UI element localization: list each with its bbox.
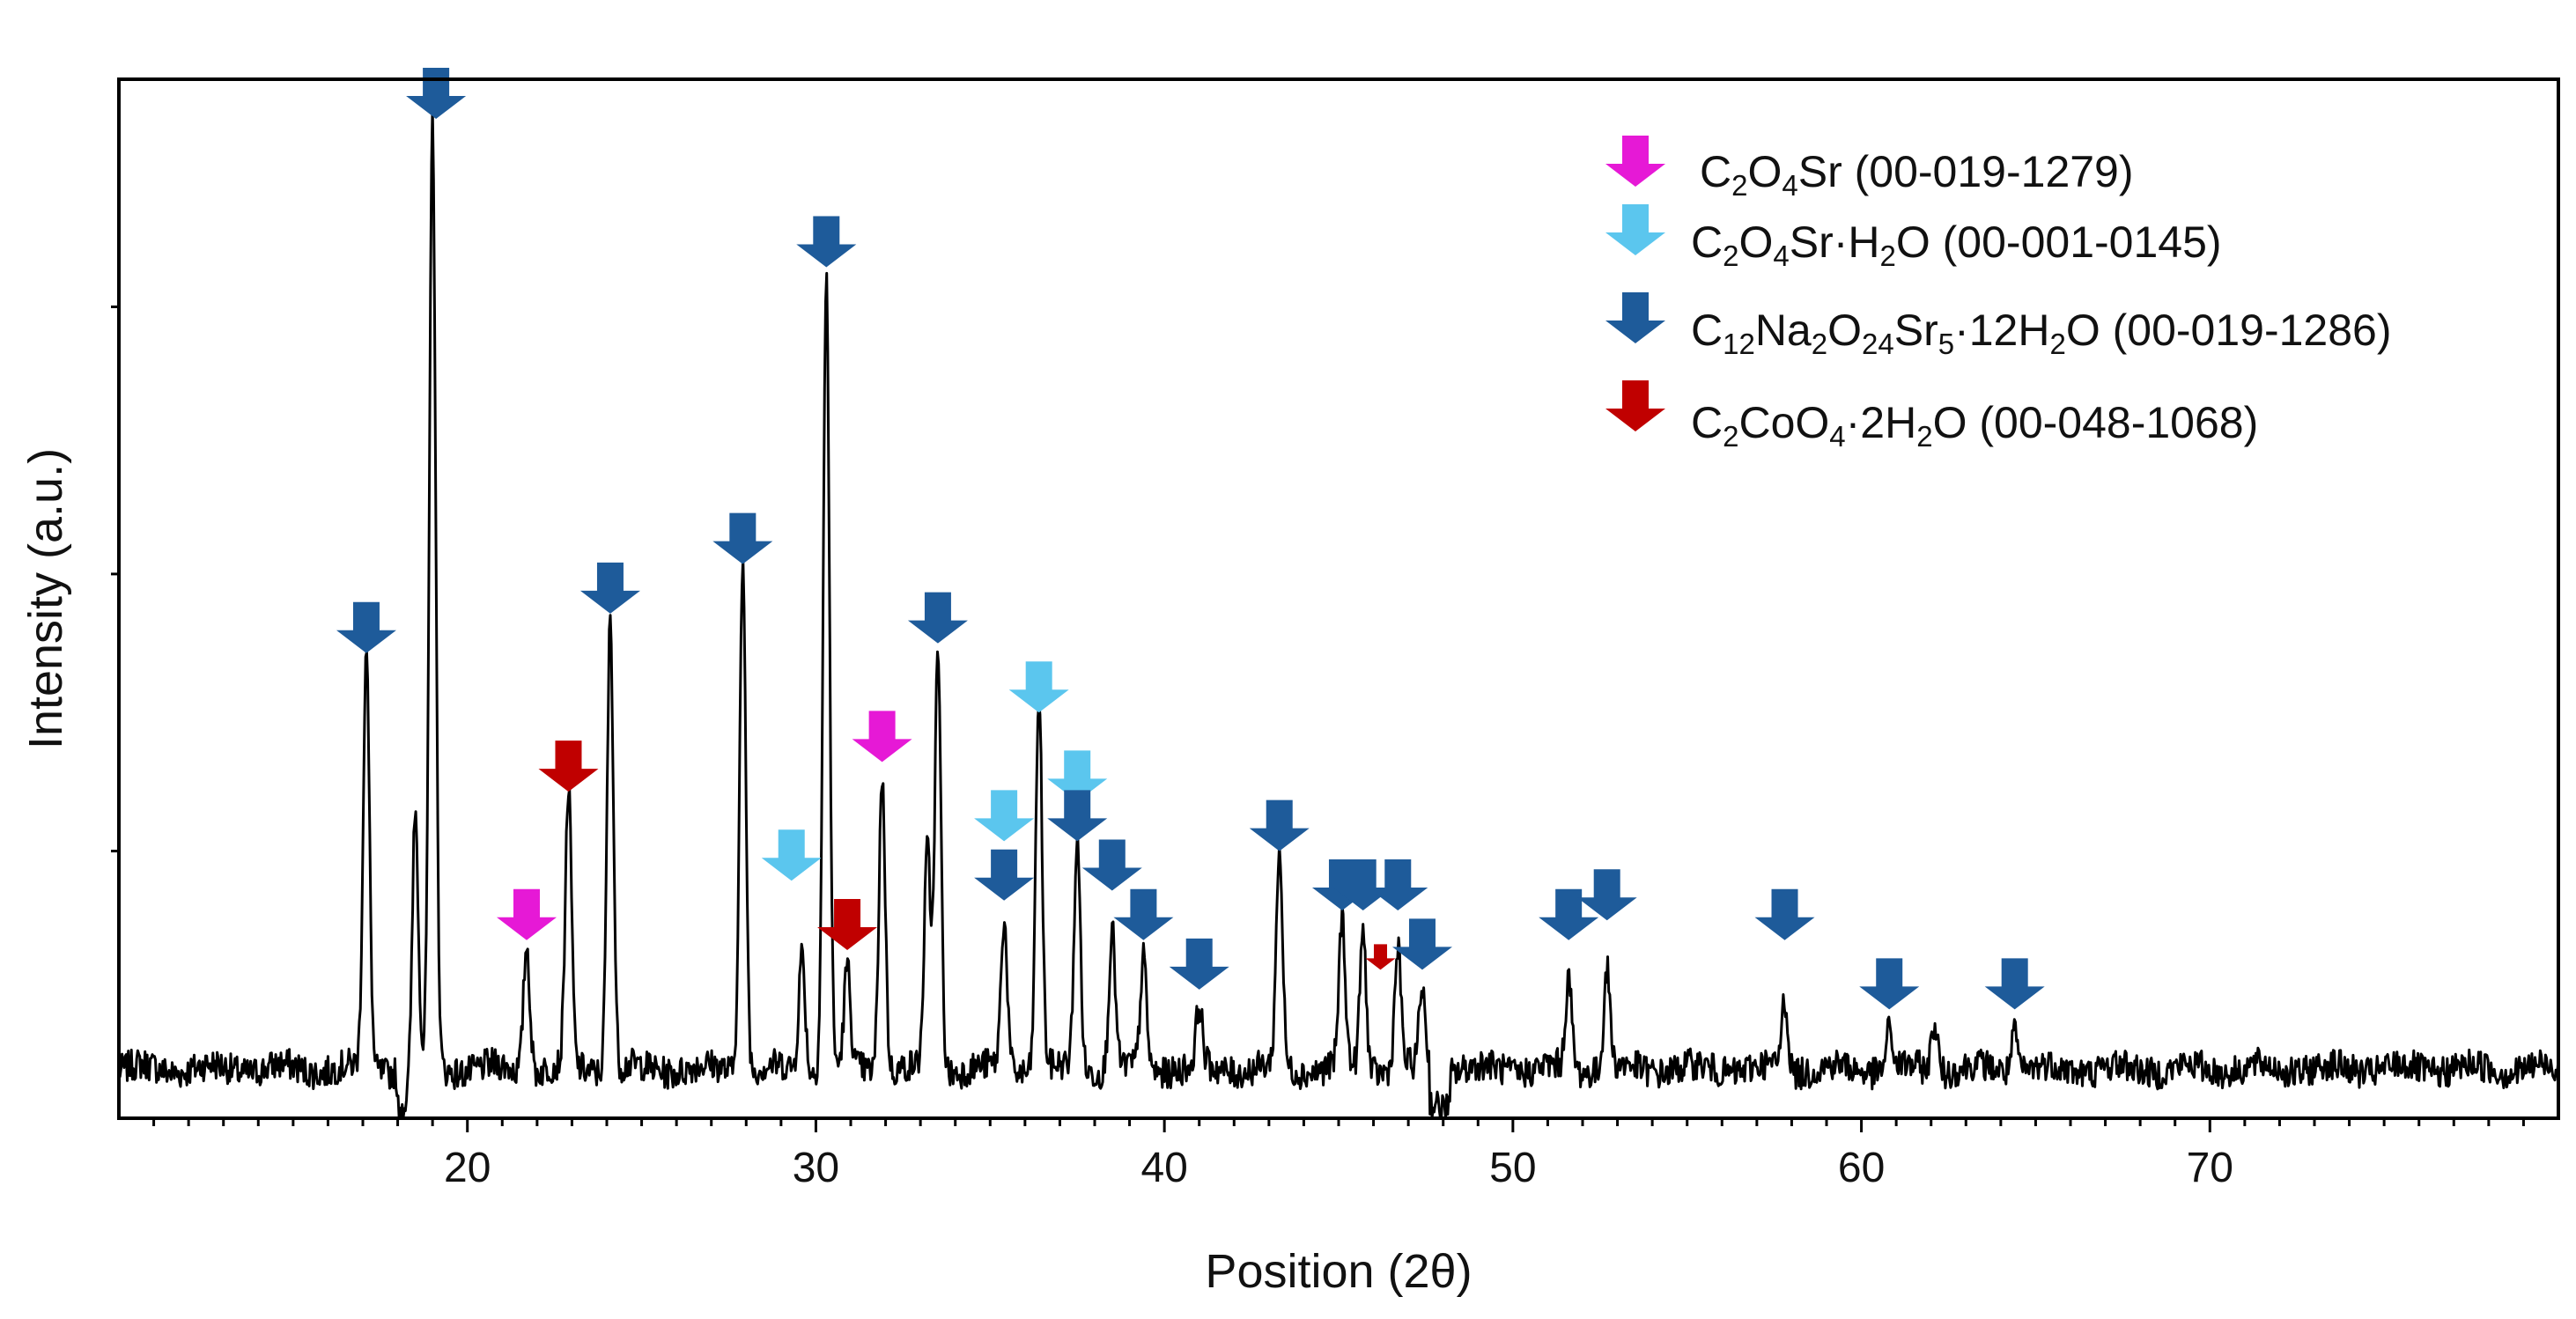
peak-marker: [1332, 859, 1393, 910]
peak-marker: [1008, 661, 1069, 713]
legend-entry-c2o4sr: C2O4Sr (00-019-1279): [1700, 147, 2134, 202]
peak-marker: [406, 67, 467, 119]
peak-marker: [579, 562, 640, 614]
x-tick-label: 50: [1489, 1145, 1536, 1191]
x-tick-label: 70: [2187, 1145, 2233, 1191]
peak-marker: [1576, 869, 1637, 921]
peak-marker: [1047, 750, 1108, 802]
peak-marker: [336, 601, 396, 653]
legend-markers: [1605, 136, 1665, 431]
peak-marker: [1081, 839, 1142, 891]
peak-marker: [1391, 918, 1452, 970]
peak-marker: [538, 741, 599, 792]
x-tick-labels: 20 30 40 50 60 70: [444, 1145, 2233, 1191]
x-tick-label: 60: [1838, 1145, 1885, 1191]
xrd-pattern-line: [117, 106, 2560, 1120]
peak-marker: [712, 512, 773, 564]
legend-arrow: [1605, 292, 1665, 343]
peak-marker: [1365, 944, 1396, 970]
peak-marker: [907, 592, 968, 644]
plot-frame: [117, 77, 2560, 1120]
x-axis-label: Position (2θ): [1205, 1245, 1472, 1298]
peak-marker: [1169, 938, 1229, 990]
peak-marker: [974, 790, 1035, 842]
legend-arrow: [1605, 136, 1665, 187]
legend-entry-c12na2o24sr5: C12Na2O24Sr5·12H2O (00-019-1286): [1691, 306, 2392, 360]
legend-arrow: [1605, 380, 1665, 431]
peak-marker: [852, 711, 912, 763]
peak-marker: [1754, 888, 1815, 940]
peak-marker: [496, 888, 557, 940]
legend-code: (00-019-1279): [1854, 147, 2134, 196]
peak-marker: [1113, 888, 1174, 940]
x-tick-label: 30: [793, 1145, 839, 1191]
legend-arrow: [1605, 204, 1665, 255]
peak-marker: [761, 829, 822, 881]
peak-marker: [1047, 790, 1108, 842]
legend-code: (00-001-0145): [1942, 217, 2222, 267]
peak-marker: [1859, 958, 1920, 1010]
x-tick-label: 20: [444, 1145, 491, 1191]
peak-marker: [1368, 859, 1428, 910]
legend-entry-c2coo4: C2CoO4·2H2O (00-048-1068): [1691, 398, 2259, 453]
peak-marker: [1539, 888, 1599, 940]
peak-marker: [796, 216, 857, 268]
peak-marker: [817, 898, 878, 950]
legend-code: (00-019-1286): [2112, 306, 2392, 355]
legend-code: (00-048-1068): [1979, 398, 2259, 447]
peak-marker: [1984, 958, 2045, 1010]
x-tick-label: 40: [1140, 1145, 1187, 1191]
peak-marker: [1249, 800, 1310, 851]
peak-markers: [336, 67, 2045, 1010]
y-axis-label: Intensity (a.u.): [19, 448, 72, 749]
legend-entry-c2o4sr-h2o: C2O4Sr·H2O (00-001-0145): [1691, 217, 2222, 272]
peak-marker: [974, 849, 1035, 901]
